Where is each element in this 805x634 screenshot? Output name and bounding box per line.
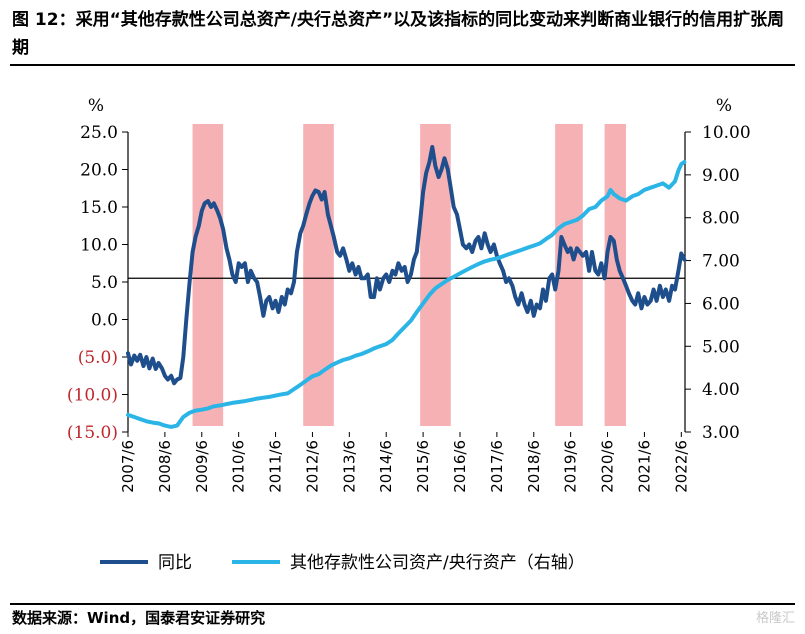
right-unit-label: % — [716, 96, 732, 116]
x-tick-label: 2019/6 — [562, 440, 580, 493]
figure-title: 图 12：采用“其他存款性公司总资产/央行总资产”以及该指标的同比变动来判断商业… — [12, 10, 785, 58]
x-tick-label: 2017/6 — [488, 440, 506, 493]
title-rule — [10, 64, 795, 66]
x-tick-label: 2016/6 — [451, 440, 469, 493]
right-tick-label: 10.00 — [702, 123, 751, 143]
series-line-ratio — [126, 160, 687, 429]
left-tick-label: 10.0 — [80, 236, 118, 256]
left-tick-label: (15.0) — [67, 423, 118, 443]
left-tick-label: 0.0 — [91, 311, 118, 331]
left-tick-label: 15.0 — [80, 198, 118, 218]
source-note: 数据来源：Wind，国泰君安证券研究 — [12, 609, 266, 627]
source-rule — [10, 603, 795, 605]
right-tick-label: 5.00 — [702, 337, 740, 357]
x-tick-label: 2022/6 — [672, 440, 690, 493]
right-tick-label: 3.00 — [702, 423, 740, 443]
shaded-period-1 — [192, 124, 224, 426]
x-tick-label: 2012/6 — [303, 440, 321, 493]
right-tick-label: 9.00 — [702, 166, 740, 186]
x-tick-label: 2011/6 — [267, 440, 285, 493]
right-tick-label: 4.00 — [702, 380, 740, 400]
left-tick-label: 20.0 — [80, 161, 118, 181]
x-tick-label: 2015/6 — [414, 440, 432, 493]
x-tick-label: 2013/6 — [340, 440, 358, 493]
x-tick-label: 2021/6 — [635, 440, 653, 493]
left-tick-label: 25.0 — [80, 123, 118, 143]
right-tick-label: 7.00 — [702, 252, 740, 272]
right-tick-label: 6.00 — [702, 294, 740, 314]
x-tick-label: 2008/6 — [156, 440, 174, 493]
right-tick-label: 8.00 — [702, 209, 740, 229]
legend-label-1: 同比 — [158, 553, 192, 573]
left-tick-label: (5.0) — [78, 348, 118, 368]
legend-label-2: 其他存款性公司资产/央行资产（右轴） — [290, 553, 585, 573]
x-tick-label: 2020/6 — [599, 440, 617, 493]
x-tick-label: 2010/6 — [230, 440, 248, 493]
left-tick-label: 5.0 — [91, 273, 118, 293]
x-tick-label: 2007/6 — [119, 440, 137, 493]
x-tick-label: 2014/6 — [377, 440, 395, 493]
x-tick-label: 2009/6 — [193, 440, 211, 493]
left-unit-label: % — [88, 96, 104, 116]
series-line-yoy — [126, 145, 687, 386]
x-tick-label: 2018/6 — [525, 440, 543, 493]
watermark: 格隆汇 — [755, 611, 795, 626]
left-tick-label: (10.0) — [67, 386, 118, 406]
